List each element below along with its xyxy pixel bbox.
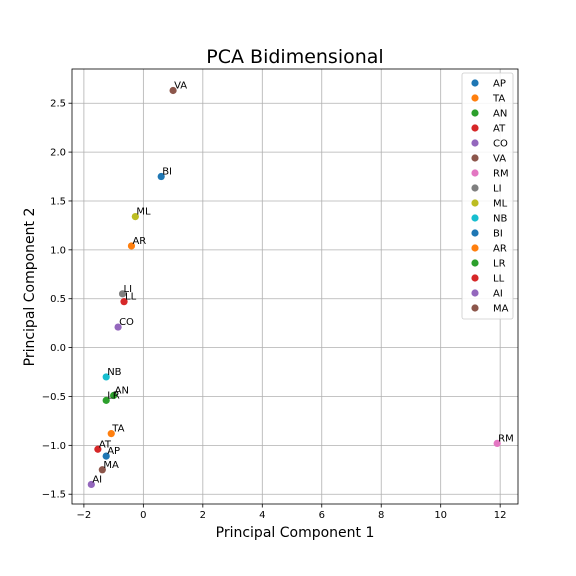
scatter-point-at	[94, 445, 102, 453]
x-tick-label: 12	[494, 510, 507, 521]
legend-label-ap: AP	[493, 79, 506, 90]
scatter-point-ml	[131, 213, 139, 221]
legend-label-nb: NB	[493, 214, 507, 225]
legend-marker-ma	[471, 304, 479, 312]
legend-marker-li	[471, 184, 479, 192]
y-axis-ticks: −1.5 −1.0 −0.5 0.0 0.5 1.0 1.5 2.0 2.5	[42, 99, 72, 501]
scatter-point-ar	[127, 242, 136, 250]
point-label-lr: LR	[107, 390, 120, 401]
point-label-nb: NB	[107, 367, 121, 378]
legend-label-an: AN	[493, 109, 507, 120]
legend-marker-co	[471, 139, 479, 147]
legend-label-bi: BI	[493, 229, 503, 240]
y-tick-label: −1.0	[42, 441, 66, 452]
scatter-point-co	[114, 323, 122, 331]
x-tick-label: 2	[200, 510, 206, 521]
legend-label-at: AT	[493, 124, 506, 135]
point-label-ma: MA	[103, 460, 119, 471]
point-label-bi: BI	[162, 167, 172, 178]
points	[87, 86, 501, 489]
x-tick-label: 6	[319, 510, 325, 521]
legend-label-ai: AI	[493, 289, 503, 300]
legend-marker-at	[471, 124, 479, 132]
legend-marker-nb	[471, 214, 479, 222]
scatter-point-ma	[98, 466, 106, 474]
legend-marker-an	[471, 109, 479, 117]
legend-label-ma: MA	[493, 304, 509, 315]
scatter-point-rm	[493, 439, 501, 447]
x-tick-label: 0	[140, 510, 146, 521]
y-axis-label: Principal Component 2	[22, 208, 38, 367]
scatter-point-bi	[157, 172, 165, 181]
legend-marker-ar	[471, 244, 479, 252]
scatter-point-va	[169, 86, 177, 95]
legend-marker-ta	[471, 94, 479, 102]
legend: AP TA AN AT CO VA RM LI ML NB BI AR LR LL AI MA	[461, 72, 514, 320]
scatter-point-nb	[102, 373, 110, 381]
x-tick-label: 10	[434, 510, 447, 521]
legend-marker-va	[471, 154, 479, 162]
scatter-point-ai	[87, 480, 95, 489]
legend-label-ta: TA	[492, 94, 505, 105]
x-tick-label: −2	[77, 510, 92, 521]
y-tick-label: 2.0	[50, 148, 66, 159]
scatter-point-lr	[102, 396, 110, 404]
point-label-ll: LL	[125, 292, 137, 303]
legend-label-rm: RM	[493, 169, 509, 180]
legend-marker-ml	[471, 199, 479, 207]
point-label-an: AN	[115, 385, 129, 396]
scatter-point-ap	[102, 452, 110, 460]
x-axis-label: Principal Component 1	[216, 525, 375, 541]
y-tick-label: 1.5	[50, 196, 66, 207]
y-tick-label: −0.5	[42, 392, 66, 403]
x-axis-ticks: −2 0 2 4 6 8 10 12	[77, 504, 507, 521]
legend-label-ar: AR	[493, 244, 507, 255]
point-label-li: LI	[124, 284, 133, 295]
y-tick-label: 0.0	[50, 343, 66, 354]
legend-marker-ai	[471, 289, 479, 297]
legend-label-co: CO	[493, 139, 508, 150]
point-label-ar: AR	[132, 236, 146, 247]
legend-marker-rm	[471, 169, 479, 177]
y-tick-label: 2.5	[50, 99, 66, 110]
point-label-at: AT	[99, 439, 112, 450]
legend-marker-ap	[471, 79, 479, 87]
x-tick-label: 4	[259, 510, 265, 521]
scatter-point-an	[110, 391, 118, 400]
legend-label-lr: LR	[493, 259, 506, 270]
chart-title: PCA Bidimensional	[206, 46, 383, 68]
point-label-va: VA	[174, 81, 187, 92]
point-label-ml: ML	[136, 207, 151, 218]
y-tick-label: −1.5	[42, 490, 66, 501]
legend-label-ll: LL	[493, 274, 505, 285]
y-tick-label: 1.0	[50, 245, 66, 256]
scatter-point-ta	[107, 430, 115, 438]
scatter-point-li	[118, 290, 127, 298]
point-label-co: CO	[119, 317, 134, 328]
point-label-ai: AI	[92, 474, 102, 485]
legend-label-li: LI	[493, 184, 502, 195]
point-label-ta: TA	[111, 424, 124, 435]
point-label-ap: AP	[107, 446, 120, 457]
legend-label-va: VA	[493, 154, 506, 165]
legend-marker-ll	[471, 274, 479, 282]
y-tick-label: 0.5	[50, 294, 66, 305]
legend-box	[461, 72, 514, 320]
legend-marker-bi	[471, 229, 479, 237]
legend-label-ml: ML	[493, 199, 508, 210]
plot-frame	[71, 68, 519, 505]
legend-marker-lr	[471, 259, 479, 267]
x-tick-label: 8	[378, 510, 384, 521]
scatter-point-ll	[120, 298, 128, 306]
point-label-rm: RM	[498, 433, 514, 444]
